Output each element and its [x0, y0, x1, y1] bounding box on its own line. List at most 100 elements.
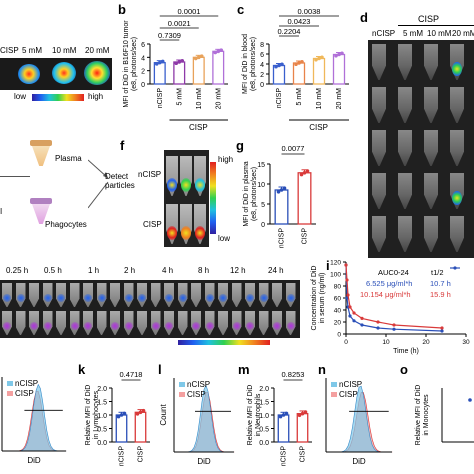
panel-h-signal	[246, 294, 254, 302]
c-pvalue-0: 0.0038	[298, 7, 321, 16]
g-dot-0-2	[282, 186, 287, 190]
i-point-1-4	[352, 311, 356, 315]
panel-h-signal	[205, 322, 214, 330]
panel-d-tube	[372, 44, 386, 80]
panel-f-signal	[181, 226, 191, 240]
i-ytick-label-1: 20	[334, 320, 342, 327]
c-dot-2-0	[314, 57, 318, 62]
panel-f-letter: f	[120, 138, 125, 153]
b-dot-0-0	[154, 62, 159, 66]
j-legend-swatch-1	[7, 391, 13, 396]
panel-k-letter: k	[78, 362, 86, 377]
c-dot-0-1	[277, 63, 281, 68]
c-group-label: CISP	[309, 123, 328, 132]
i-thalf-header: t1/2	[431, 268, 444, 277]
b-bar-0	[153, 62, 166, 85]
timepoint-6: 12 h	[230, 266, 246, 275]
panel-d-tube	[398, 44, 412, 80]
c-ytick-label-1: 2	[260, 72, 264, 79]
i-ytick-label-4: 80	[334, 284, 342, 291]
panel-a-colorbar-high: high	[88, 92, 104, 101]
panel-h-tube	[96, 311, 107, 335]
b-dot-1-0	[174, 61, 179, 65]
panel-a-label-20mm: 20 mM	[85, 46, 110, 55]
panel-a-label-10mm: 10 mM	[52, 46, 77, 55]
i-point-0-3	[348, 314, 352, 318]
i-xtick-label-2: 20	[422, 339, 430, 346]
i-thalf-blue: 10.7 h	[430, 279, 451, 288]
g-bar-0	[274, 189, 289, 225]
panel-o-chart: Relative MFI of DiD in Monocytes	[415, 385, 474, 446]
panel-c-chart: 0 2 4 6 8 MFI of DiD in blood (e8, photons/sec…	[242, 7, 349, 132]
c-xlabel-2: 10 mM	[316, 88, 323, 110]
panel-e-plasma-label: Plasma	[55, 154, 82, 163]
panel-e-arrows	[88, 159, 109, 209]
k-ylabel-2: in Lymphocytes	[93, 390, 100, 439]
m-dot-1-1	[300, 411, 305, 416]
j-xlabel: DiD	[27, 456, 41, 465]
panel-h-signal	[111, 322, 119, 330]
i-point-1-1	[345, 278, 349, 282]
panel-h-tube	[29, 283, 39, 307]
c-ylabel-1: MFI of DiD in blood	[242, 34, 249, 94]
c-bar-3	[332, 53, 346, 85]
panel-e-left-mark: I	[0, 207, 3, 216]
panel-h-tube	[272, 283, 282, 307]
k-dot-0-1	[119, 413, 124, 417]
i-point-0-5	[360, 323, 364, 327]
o-ylabel-2: in Monocytes	[423, 394, 430, 436]
b-dot-2-1	[196, 55, 201, 60]
c-ytick-label-3: 6	[260, 52, 264, 59]
timepoint-5: 8 h	[198, 266, 210, 275]
panel-c-letter: c	[237, 2, 245, 17]
k-xlabel-0: nCISP	[119, 446, 126, 467]
panel-m-letter: m	[238, 362, 250, 377]
c-dot-1-2	[300, 60, 304, 64]
panel-d-label-10mm: 10 mM	[427, 29, 452, 38]
n-legend-swatch-1	[331, 392, 337, 397]
i-ylabel-1: Concentration of DiD	[311, 266, 318, 331]
k-dot-0-0	[116, 414, 121, 419]
o-ylabel-1: Relative MFI of DiD	[415, 385, 422, 446]
j-legend-0: nCISP	[15, 379, 38, 388]
g-ytick-label-3: 15	[257, 162, 265, 169]
panel-d-tube	[424, 130, 438, 166]
k-ylabel-1: Relative MFI of DiD	[85, 385, 92, 446]
panel-f-signal	[167, 178, 177, 192]
panel-i-chart: 0 20 40 60 80 100 120 0 10 20 30 Time (h) Concentrat…	[311, 260, 470, 356]
m-dot-0-1	[281, 413, 286, 417]
panel-g-letter: g	[236, 138, 244, 153]
b-bar-3	[212, 50, 225, 85]
panel-d-tube	[450, 130, 464, 166]
g-bar-1	[297, 172, 312, 225]
g-xlabel-1: CISP	[302, 228, 309, 245]
i-point-0-8	[440, 329, 444, 333]
j-legend-swatch-0	[7, 381, 13, 386]
panel-h-tube	[177, 311, 188, 335]
c-dot-3-1	[337, 52, 341, 57]
l-legend-1: CISP	[187, 390, 206, 399]
c-ylabel-2: (e8, photons/sec)	[250, 37, 257, 91]
i-thalf-red: 15.9 h	[430, 290, 451, 299]
i-point-1-7	[392, 323, 396, 327]
g-ytick-label-2: 10	[257, 182, 265, 189]
panel-h-signal	[205, 294, 214, 302]
g-dot-1-1	[302, 171, 307, 175]
panel-f-colorbar-high: high	[218, 155, 234, 164]
panel-f-signal	[181, 178, 191, 192]
panel-e-detect-label: Detect particles	[105, 172, 135, 190]
i-point-0-4	[352, 319, 356, 323]
b-dot-0-1	[157, 60, 162, 65]
g-ytick-label-0: 0	[261, 222, 265, 229]
l-xlabel: DiD	[197, 457, 211, 466]
b-pvalue-0: 0.0001	[178, 7, 201, 16]
c-bar-2	[312, 57, 326, 85]
m-ytick-label-2: 1.0	[259, 413, 269, 420]
b-ytick-label-2: 4	[141, 55, 145, 62]
g-dot-0-0	[276, 190, 281, 194]
b-ylabel-2: (e8, photons/sec)	[131, 37, 138, 91]
g-ylabel-2: (e8, photons/sec)	[251, 167, 258, 221]
panel-h-signal	[192, 322, 200, 330]
